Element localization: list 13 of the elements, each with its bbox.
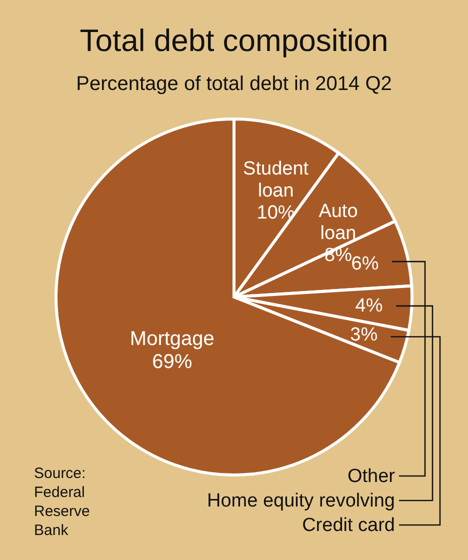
data-label: 4% <box>355 295 383 316</box>
slice-label: Auto loan <box>318 200 358 244</box>
slice-label: Mortgage <box>130 328 214 350</box>
data-label: 6% <box>351 253 379 274</box>
slice-label: Student loan <box>243 158 310 202</box>
source-note: Source: Federal Reserve Bank <box>34 465 90 539</box>
slice-label: Home equity revolving <box>207 490 395 512</box>
slice-label: Other <box>347 466 396 487</box>
chart-subtitle: Percentage of total debt in 2014 Q2 <box>76 73 392 95</box>
data-label: 3% <box>350 324 378 346</box>
chart-title: Total debt composition <box>80 23 388 58</box>
data-label: 69% <box>152 351 192 374</box>
slice-label: Credit card <box>302 515 395 536</box>
